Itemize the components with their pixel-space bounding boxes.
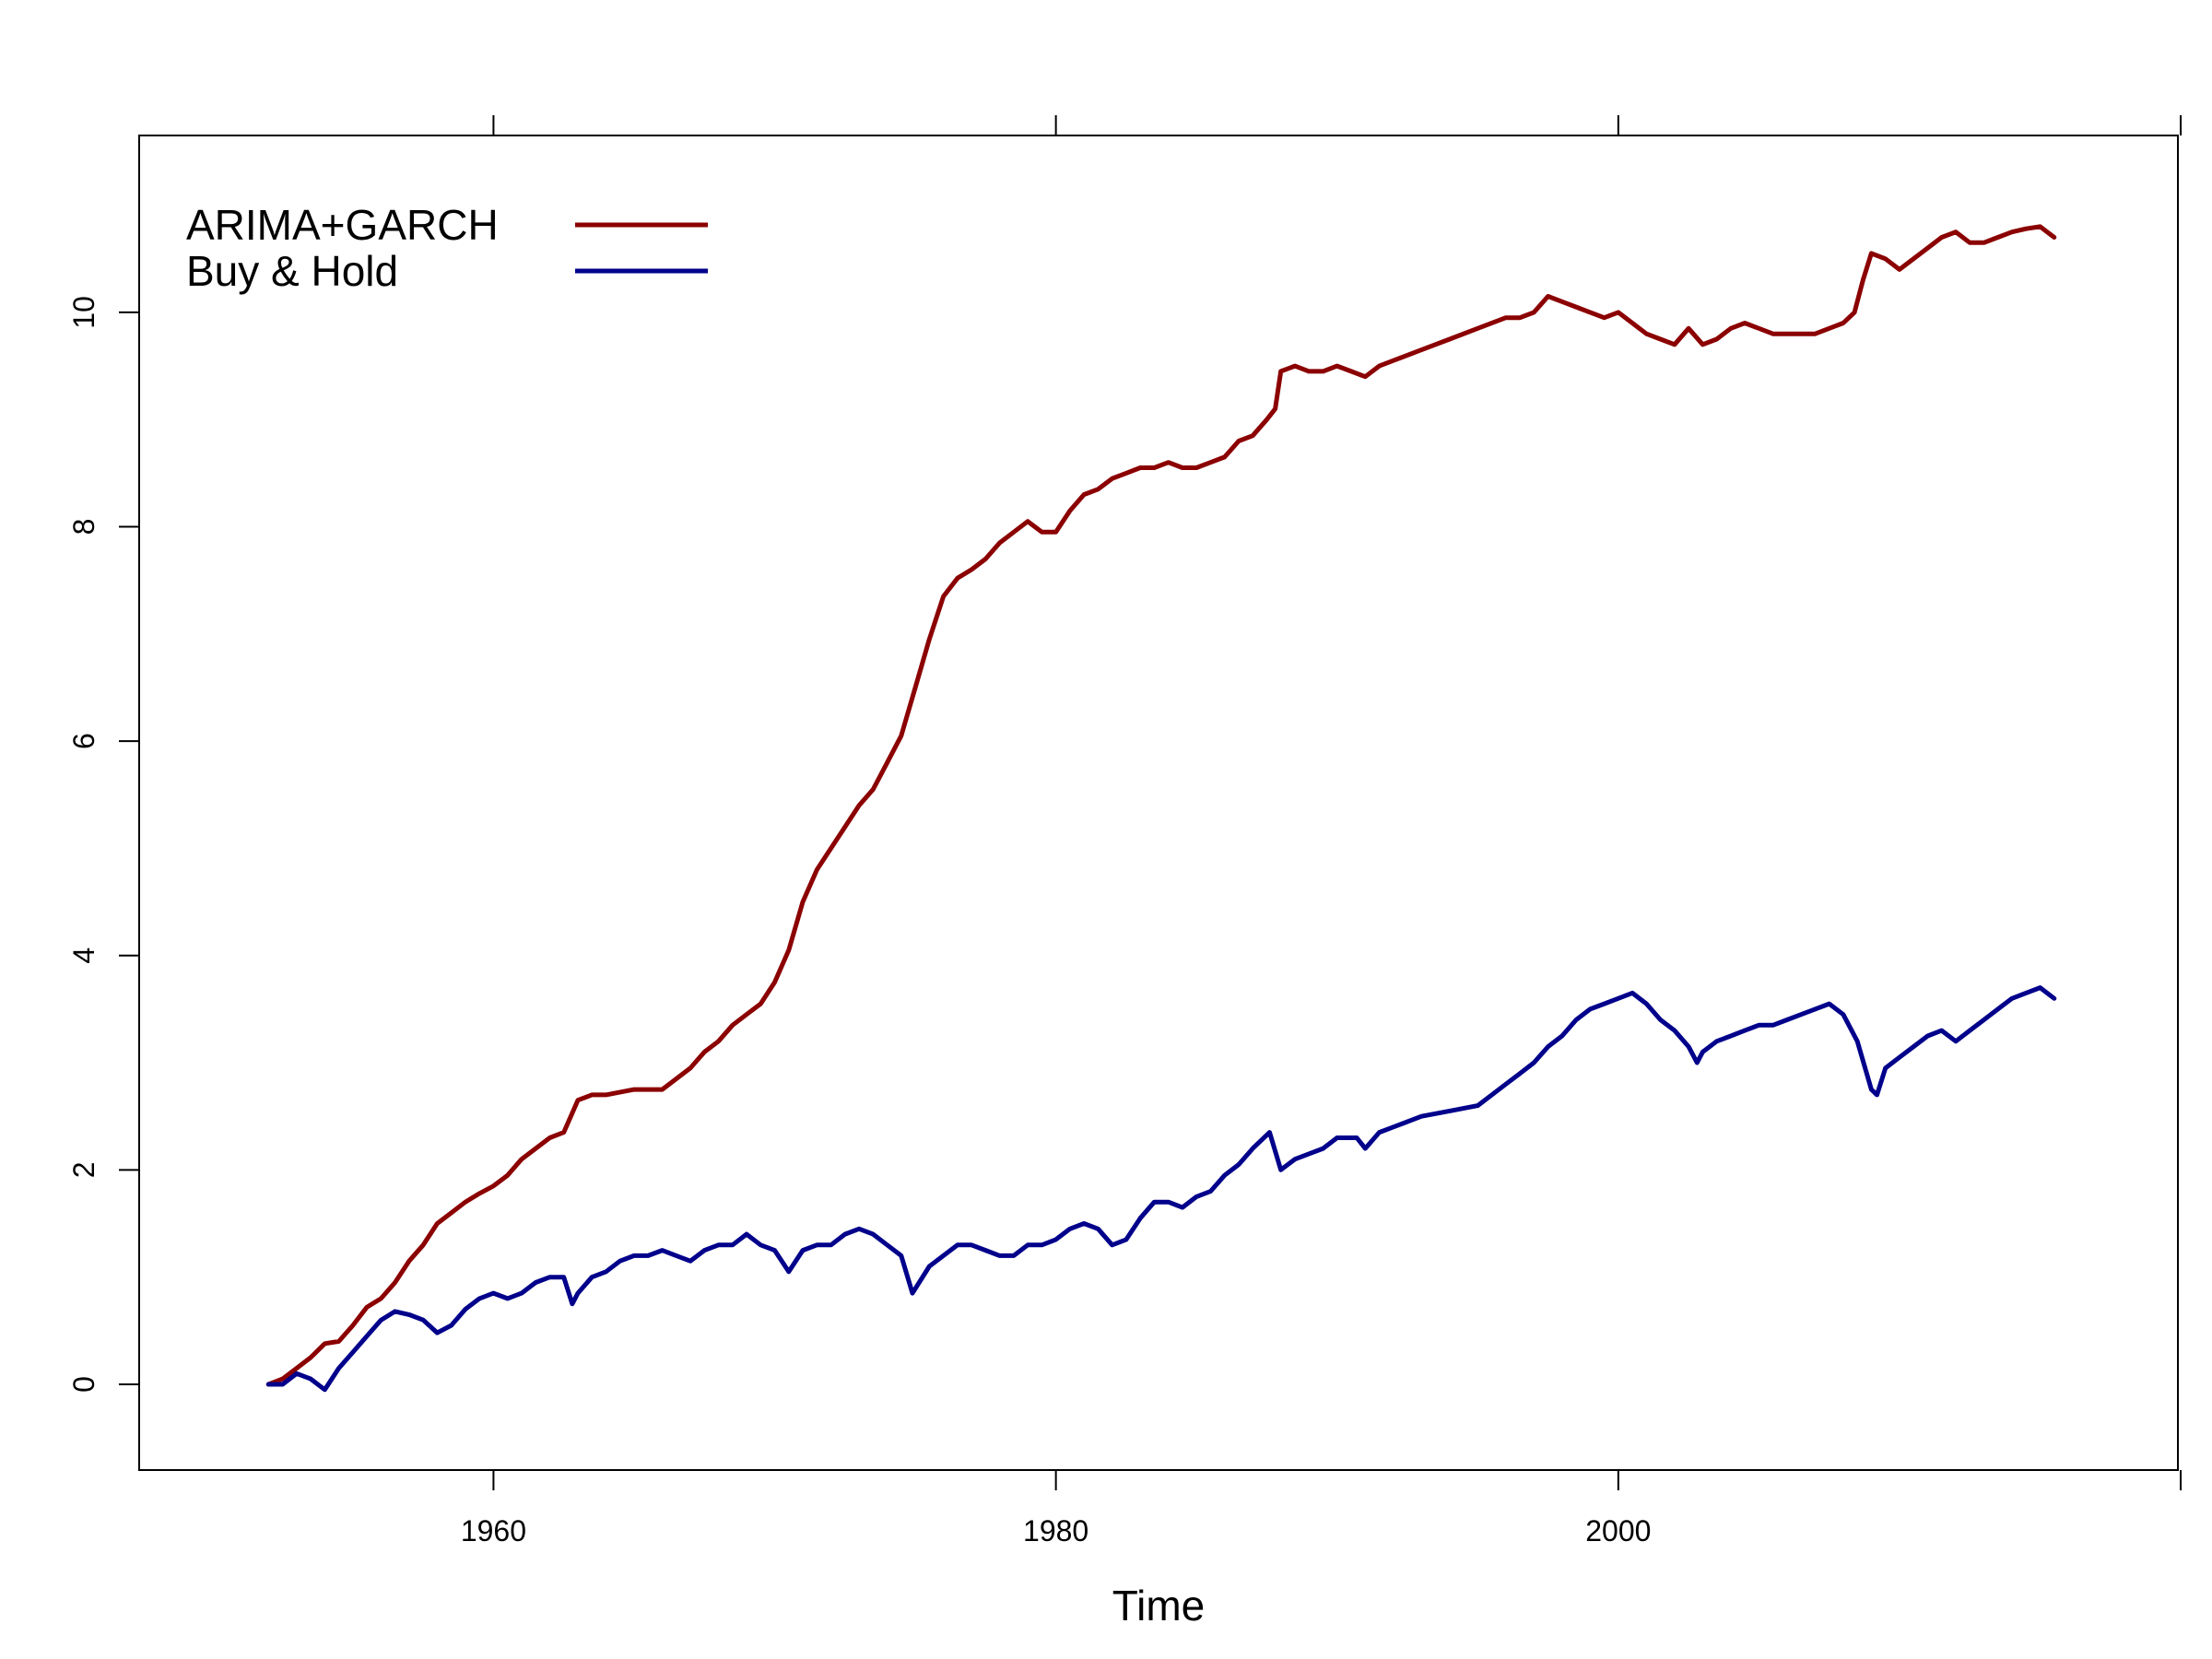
x-tick-label: 2000: [1585, 1514, 1651, 1547]
y-tick-label: 0: [67, 1376, 100, 1393]
legend-label-1: Buy & Hold: [186, 247, 398, 295]
y-tick-label: 6: [67, 733, 100, 749]
x-axis: 1960 1980 2000: [461, 1470, 2183, 1547]
y-tick-label: 4: [67, 947, 100, 964]
x-axis-top: [492, 115, 2183, 135]
series-line-0: [265, 224, 2057, 1387]
x-tick-label: 1980: [1023, 1514, 1088, 1547]
x-tick-label: 1960: [461, 1514, 526, 1547]
legend-label-0: ARIMA+GARCH: [186, 201, 499, 249]
series-line-1: [265, 985, 2057, 1393]
x-axis-title: Time: [1112, 1582, 1206, 1630]
y-tick-label: 2: [67, 1161, 100, 1178]
plot-frame: [138, 135, 2179, 1471]
series-layer: [265, 224, 2057, 1393]
y-tick-label: 8: [67, 519, 100, 535]
y-tick-label: 10: [67, 296, 100, 329]
y-axis: 0 2 4 6 8 10: [67, 296, 139, 1393]
